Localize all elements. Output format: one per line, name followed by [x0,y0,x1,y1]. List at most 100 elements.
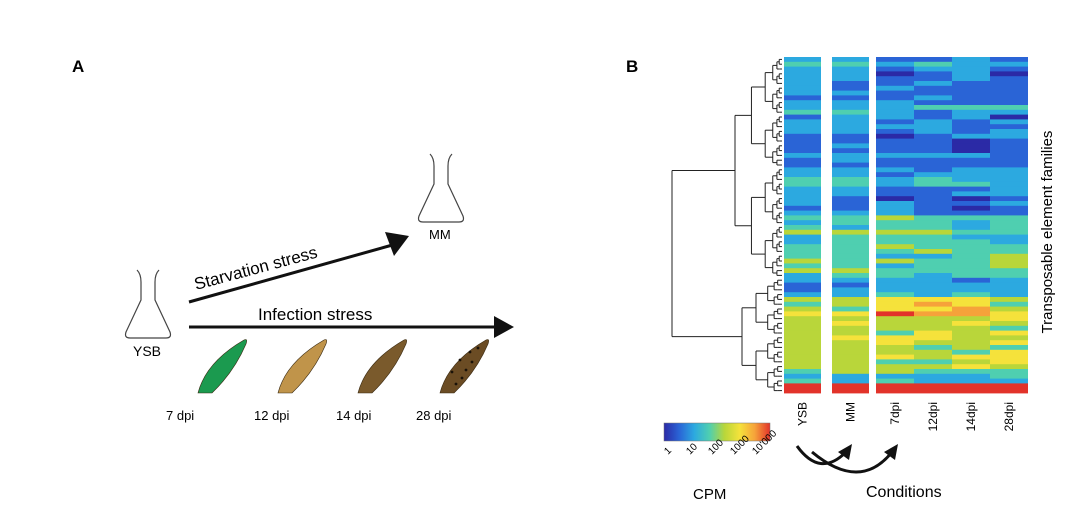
heatmap-cell [784,85,821,91]
heatmap-column-label: 28dpi [1002,402,1016,431]
heatmap-cell [876,95,914,101]
heatmap-cell [876,282,914,288]
heatmap-cell [832,244,869,250]
leaf-1-icon [197,339,247,394]
heatmap-cell [784,57,821,63]
heatmap-cell [832,114,869,120]
heatmap-cell [990,297,1028,303]
heatmap-cell [990,186,1028,192]
heatmap-cell [990,321,1028,327]
heatmap-cell [784,172,821,178]
heatmap-cell [952,273,990,279]
heatmap-cell [952,191,990,197]
heatmap-cell [876,292,914,298]
heatmap-cell [914,330,952,336]
heatmap-cell [876,378,914,384]
colorbar-tick-label: 1 [662,445,674,457]
heatmap-cell [990,61,1028,67]
heatmap-cell [784,311,821,317]
heatmap-cell [990,133,1028,139]
heatmap-cell [876,244,914,250]
heatmap-cell [832,157,869,163]
heatmap-cell [952,181,990,187]
heatmap-cell [832,201,869,207]
heatmap-cell [990,162,1028,168]
heatmap-cell [784,359,821,365]
heatmap-cell [952,66,990,72]
heatmap-cell [784,95,821,101]
heatmap-cell [914,225,952,231]
heatmap-cell [990,100,1028,106]
heatmap-cell [952,316,990,322]
heatmap-cell [952,157,990,163]
heatmap-cell [990,364,1028,370]
heatmap-cell [832,119,869,125]
timepoint-label: 28 dpi [416,408,452,423]
heatmap-cell [914,369,952,375]
heatmap-cell [952,335,990,341]
heatmap-cell [876,321,914,327]
heatmap-cell [876,229,914,235]
heatmap-cell [784,301,821,307]
heatmap-cell [876,157,914,163]
heatmap-cell [952,301,990,307]
heatmap-cell [990,244,1028,250]
heatmap-cell [784,273,821,279]
heatmap-cell [876,196,914,202]
heatmap-cell [832,330,869,336]
heatmap-cell [952,57,990,63]
heatmap-cell [914,81,952,87]
heatmap-cell [952,81,990,87]
heatmap-cell [784,215,821,221]
leaf-2-icon [277,339,327,394]
heatmap-cell [914,383,952,389]
heatmap-cell [914,364,952,370]
heatmap-cell [914,287,952,293]
heatmap-cell [990,239,1028,245]
heatmap-cell [952,354,990,360]
heatmap-cell [832,85,869,91]
heatmap-cell [914,349,952,355]
heatmap-cell [990,148,1028,154]
heatmap-cell [784,133,821,139]
heatmap-cell [952,258,990,264]
heatmap-cell [914,109,952,115]
heatmap-cell [784,282,821,288]
heatmap-cell [784,201,821,207]
heatmap-cell [952,388,990,394]
heatmap-cell [784,253,821,259]
heatmap-cell [784,81,821,87]
heatmap-cell [784,191,821,197]
heatmap-cell [952,201,990,207]
heatmap-cell [990,234,1028,240]
heatmap-cell [784,90,821,96]
heatmap-cell [952,153,990,159]
panel-b-letter: B [626,57,638,76]
heatmap-cell [876,85,914,91]
heatmap-cell [990,177,1028,183]
starvation-arrow [188,232,409,304]
timepoint-label: 12 dpi [254,408,290,423]
heatmap-cell [876,277,914,283]
heatmap-cell [876,287,914,293]
heatmap-cell [876,138,914,144]
heatmap-cell [952,205,990,211]
heatmap-cell [876,316,914,322]
heatmap-cell [914,258,952,264]
heatmap-cell [832,316,869,322]
heatmap-cell [784,373,821,379]
heatmap-cell [990,373,1028,379]
heatmap-cell [952,249,990,255]
heatmap-cell [876,119,914,125]
heatmap-cell [876,57,914,63]
heatmap-cell [784,109,821,115]
heatmap-cell [952,364,990,370]
heatmap-cell [914,61,952,67]
heatmap-cell [914,143,952,149]
timepoint-labels: 7 dpi 12 dpi 14 dpi 28 dpi [166,408,452,423]
heatmap-cell [832,90,869,96]
heatmap-cell [876,201,914,207]
heatmap-cell [784,186,821,192]
